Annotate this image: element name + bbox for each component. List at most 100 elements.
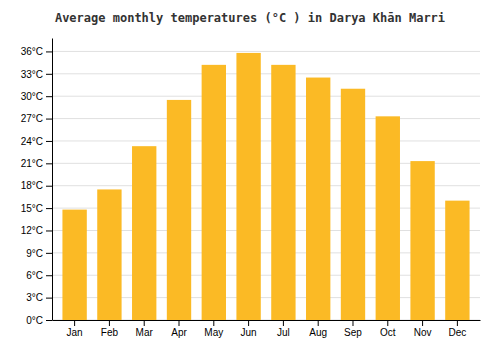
x-tick: Jun — [241, 320, 257, 338]
y-tick: 15°C — [21, 203, 52, 214]
y-tick-label: 33°C — [21, 69, 43, 80]
y-tick-label: 30°C — [21, 91, 43, 102]
x-tick-mark — [144, 320, 145, 326]
x-tick-mark — [387, 320, 388, 326]
x-tick-label: Apr — [171, 327, 187, 338]
y-tick-label: 24°C — [21, 136, 43, 147]
x-tick: Dec — [448, 320, 466, 338]
x-tick-mark — [109, 320, 110, 326]
x-tick-label: Jul — [277, 327, 290, 338]
bar — [271, 65, 295, 320]
bar — [62, 210, 86, 320]
x-tick: Apr — [171, 320, 187, 338]
y-axis: 0°C 3°C 6°C 9°C 12°C 15°C 18°C 21°C 24°C 27°C 30°C… — [21, 39, 53, 326]
bar — [306, 78, 330, 320]
x-tick: Sep — [344, 320, 362, 338]
x-tick-label: Mar — [136, 327, 154, 338]
grid-line — [52, 73, 480, 74]
x-tick: May — [204, 320, 223, 338]
y-tick-mark — [46, 119, 52, 120]
y-tick-label: 21°C — [21, 158, 43, 169]
y-tick-label: 12°C — [21, 225, 43, 236]
x-tick: Jul — [277, 320, 290, 338]
bar — [410, 161, 434, 320]
x-tick-label: Jun — [241, 327, 257, 338]
y-axis-line — [52, 39, 53, 321]
x-tick-label: Nov — [414, 327, 432, 338]
y-tick-label: 9°C — [26, 248, 43, 259]
y-tick-mark — [46, 275, 52, 276]
y-tick-mark — [46, 141, 52, 142]
y-tick: 24°C — [21, 136, 52, 147]
y-tick-mark — [46, 208, 52, 209]
x-tick: Oct — [380, 320, 396, 338]
bar — [202, 65, 226, 320]
y-tick-mark — [46, 163, 52, 164]
x-tick-mark — [283, 320, 284, 326]
x-tick-label: Oct — [380, 327, 396, 338]
plot-area: 0°C 3°C 6°C 9°C 12°C 15°C 18°C 21°C 24°C 27°C 30°C… — [21, 39, 481, 339]
x-tick-mark — [457, 320, 458, 326]
y-tick-mark — [46, 51, 52, 52]
y-tick: 9°C — [26, 248, 52, 259]
x-tick-label: Aug — [309, 327, 327, 338]
x-tick-mark — [248, 320, 249, 326]
chart-title: Average monthly temperatures (°C ) in Da… — [55, 11, 445, 25]
y-tick-mark — [46, 186, 52, 187]
grid — [52, 51, 480, 320]
x-tick-mark — [213, 320, 214, 326]
y-tick-label: 0°C — [26, 315, 43, 326]
x-tick-mark — [179, 320, 180, 326]
grid-line — [52, 140, 480, 141]
y-tick: 3°C — [26, 292, 52, 303]
x-tick: Aug — [309, 320, 327, 338]
bar — [445, 201, 469, 320]
y-tick-mark — [46, 253, 52, 254]
y-tick: 21°C — [21, 158, 52, 169]
x-tick-mark — [318, 320, 319, 326]
bar — [97, 189, 121, 320]
y-tick-mark — [46, 298, 52, 299]
y-tick-label: 27°C — [21, 113, 43, 124]
grid-line — [52, 118, 480, 119]
bar — [167, 100, 191, 320]
x-tick-label: May — [204, 327, 223, 338]
y-tick: 0°C — [26, 315, 52, 326]
bar — [341, 89, 365, 320]
x-tick-mark — [422, 320, 423, 326]
x-axis-line — [53, 320, 481, 321]
x-tick: Nov — [414, 320, 432, 338]
y-tick: 12°C — [21, 225, 52, 236]
chart-svg: Average monthly temperatures (°C ) in Da… — [0, 0, 500, 350]
y-tick-mark — [46, 96, 52, 97]
y-tick: 33°C — [21, 69, 52, 80]
y-tick-label: 15°C — [21, 203, 43, 214]
bar — [132, 146, 156, 320]
x-tick: Feb — [101, 320, 119, 338]
bar — [376, 116, 400, 320]
y-tick-label: 6°C — [26, 270, 43, 281]
y-tick: 30°C — [21, 91, 52, 102]
y-tick-label: 36°C — [21, 46, 43, 57]
x-tick: Jan — [67, 320, 83, 338]
bars — [62, 53, 469, 320]
y-tick-label: 18°C — [21, 180, 43, 191]
y-tick: 18°C — [21, 180, 52, 191]
x-axis: Jan Feb Mar Apr May Jun Jul Aug Sep Oct Nov Dec — [53, 320, 481, 338]
y-tick: 36°C — [21, 46, 52, 57]
y-tick: 6°C — [26, 270, 52, 281]
grid-line — [52, 96, 480, 97]
x-tick-label: Dec — [448, 327, 466, 338]
x-tick-label: Jan — [67, 327, 83, 338]
grid-line — [52, 51, 480, 52]
x-tick-mark — [352, 320, 353, 326]
y-tick-mark — [46, 74, 52, 75]
bar — [236, 53, 260, 320]
y-tick-label: 3°C — [26, 292, 43, 303]
y-tick: 27°C — [21, 113, 52, 124]
x-tick-mark — [74, 320, 75, 326]
x-tick-label: Feb — [101, 327, 119, 338]
x-tick-label: Sep — [344, 327, 362, 338]
y-tick-mark — [46, 320, 52, 321]
y-tick-mark — [46, 230, 52, 231]
